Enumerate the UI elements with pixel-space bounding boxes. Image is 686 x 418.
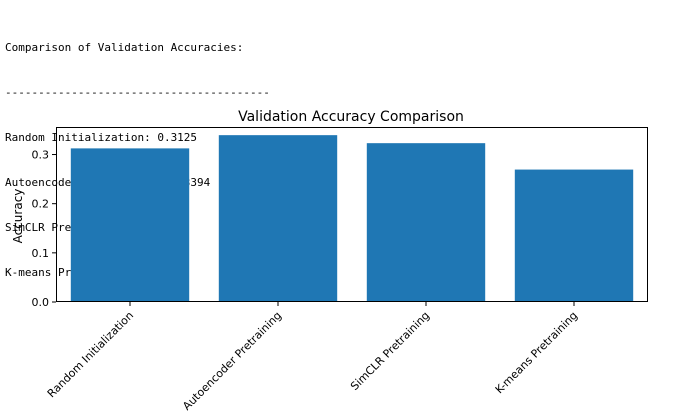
console-separator: ---------------------------------------- — [5, 86, 270, 99]
chart-title: Validation Accuracy Comparison — [238, 109, 464, 125]
y-ticks-group: 0.0 0.1 0.2 0.3 — [32, 149, 56, 309]
bar-0 — [70, 148, 190, 302]
bar-2 — [366, 143, 486, 302]
plot-frame — [56, 127, 648, 302]
bar-3 — [514, 169, 634, 302]
console-line-random: Random Initialization: 0.3125 — [5, 131, 198, 144]
bar-1 — [218, 135, 338, 302]
x-tick-label-1: Autoencoder Pretraining — [180, 309, 284, 413]
x-ticks-group: Random Initialization Autoencoder Pretrai… — [45, 302, 580, 413]
y-tick-label-1: 0.1 — [32, 247, 50, 260]
x-tick-label-3: K-means Pretraining — [493, 309, 580, 396]
x-tick-label-2: SimCLR Pretraining — [348, 309, 432, 393]
y-axis-label: Accuracy — [11, 189, 25, 244]
y-tick-label-3: 0.3 — [32, 149, 50, 162]
bars-group — [70, 135, 634, 302]
x-tick-label-0: Random Initialization — [45, 309, 136, 400]
y-tick-label-0: 0.0 — [32, 296, 50, 309]
console-header: Comparison of Validation Accuracies: — [5, 41, 244, 54]
y-tick-label-2: 0.2 — [32, 198, 50, 211]
